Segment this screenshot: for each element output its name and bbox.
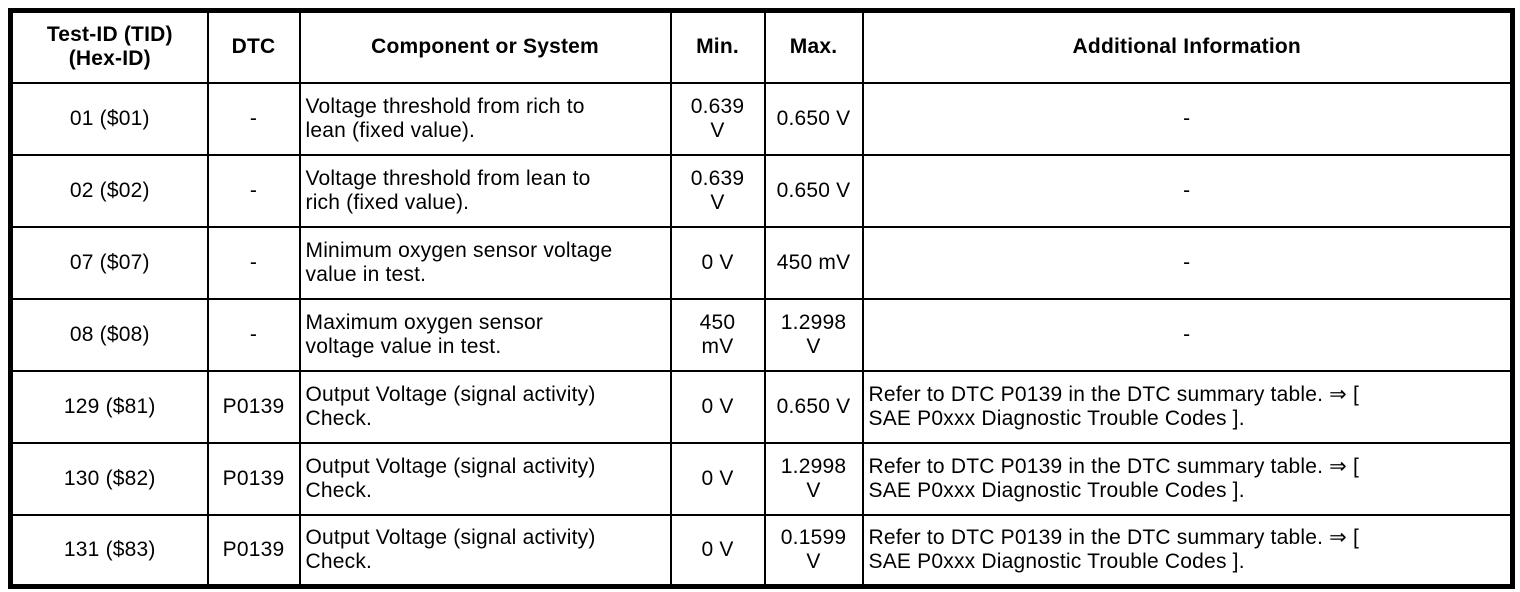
header-row: Test-ID (TID) (Hex-ID) DTC Component or … bbox=[9, 9, 1514, 84]
cell-dtc: - bbox=[206, 225, 301, 300]
cell-test-id: 131 ($83) bbox=[9, 513, 209, 588]
cell-additional-info: Refer to DTC P0139 in the DTC summary ta… bbox=[861, 441, 1514, 516]
table-row: 01 ($01) - Voltage threshold from rich t… bbox=[9, 81, 1514, 156]
table-body: 01 ($01) - Voltage threshold from rich t… bbox=[9, 81, 1514, 588]
header-test-id: Test-ID (TID) (Hex-ID) bbox=[9, 9, 209, 84]
cell-max: 0.650 V bbox=[763, 81, 864, 156]
cell-component: Voltage threshold from rich to lean (fix… bbox=[298, 81, 672, 156]
table-row: 131 ($83) P0139 Output Voltage (signal a… bbox=[9, 513, 1514, 588]
header-dtc: DTC bbox=[206, 9, 301, 84]
header-min: Min. bbox=[669, 9, 766, 84]
cell-min: 0 V bbox=[669, 441, 766, 516]
cell-component: Voltage threshold from lean to rich (fix… bbox=[298, 153, 672, 228]
cell-component: Output Voltage (signal activity) Check. bbox=[298, 441, 672, 516]
cell-max: 450 mV bbox=[763, 225, 864, 300]
cell-min: 0 V bbox=[669, 369, 766, 444]
cell-test-id: 02 ($02) bbox=[9, 153, 209, 228]
cell-min: 0.639 V bbox=[669, 153, 766, 228]
table-row: 08 ($08) - Maximum oxygen sensor voltage… bbox=[9, 297, 1514, 372]
table-row: 02 ($02) - Voltage threshold from lean t… bbox=[9, 153, 1514, 228]
cell-dtc: P0139 bbox=[206, 369, 301, 444]
cell-test-id: 08 ($08) bbox=[9, 297, 209, 372]
table-row: 07 ($07) - Minimum oxygen sensor voltage… bbox=[9, 225, 1514, 300]
cell-additional-info: - bbox=[861, 81, 1514, 156]
header-max: Max. bbox=[763, 9, 864, 84]
cell-component: Maximum oxygen sensor voltage value in t… bbox=[298, 297, 672, 372]
cell-additional-info: - bbox=[861, 225, 1514, 300]
cell-dtc: - bbox=[206, 297, 301, 372]
cell-test-id: 129 ($81) bbox=[9, 369, 209, 444]
cell-max: 0.650 V bbox=[763, 153, 864, 228]
cell-max: 1.2998 V bbox=[763, 297, 864, 372]
cell-dtc: - bbox=[206, 81, 301, 156]
header-component-or-system: Component or System bbox=[298, 9, 672, 84]
table-row: 129 ($81) P0139 Output Voltage (signal a… bbox=[9, 369, 1514, 444]
cell-dtc: - bbox=[206, 153, 301, 228]
cell-min: 0.639 V bbox=[669, 81, 766, 156]
cell-min: 0 V bbox=[669, 225, 766, 300]
cell-additional-info: - bbox=[861, 297, 1514, 372]
cell-dtc: P0139 bbox=[206, 513, 301, 588]
cell-max: 0.1599 V bbox=[763, 513, 864, 588]
cell-max: 0.650 V bbox=[763, 369, 864, 444]
diagnostic-test-id-table: Test-ID (TID) (Hex-ID) DTC Component or … bbox=[8, 8, 1515, 589]
header-additional-information: Additional Information bbox=[861, 9, 1514, 84]
cell-test-id: 01 ($01) bbox=[9, 81, 209, 156]
table-row: 130 ($82) P0139 Output Voltage (signal a… bbox=[9, 441, 1514, 516]
cell-component: Minimum oxygen sensor voltage value in t… bbox=[298, 225, 672, 300]
cell-min: 450 mV bbox=[669, 297, 766, 372]
cell-additional-info: Refer to DTC P0139 in the DTC summary ta… bbox=[861, 513, 1514, 588]
cell-additional-info: Refer to DTC P0139 in the DTC summary ta… bbox=[861, 369, 1514, 444]
cell-test-id: 130 ($82) bbox=[9, 441, 209, 516]
cell-max: 1.2998 V bbox=[763, 441, 864, 516]
cell-additional-info: - bbox=[861, 153, 1514, 228]
cell-test-id: 07 ($07) bbox=[9, 225, 209, 300]
cell-dtc: P0139 bbox=[206, 441, 301, 516]
cell-min: 0 V bbox=[669, 513, 766, 588]
cell-component: Output Voltage (signal activity) Check. bbox=[298, 513, 672, 588]
cell-component: Output Voltage (signal activity) Check. bbox=[298, 369, 672, 444]
